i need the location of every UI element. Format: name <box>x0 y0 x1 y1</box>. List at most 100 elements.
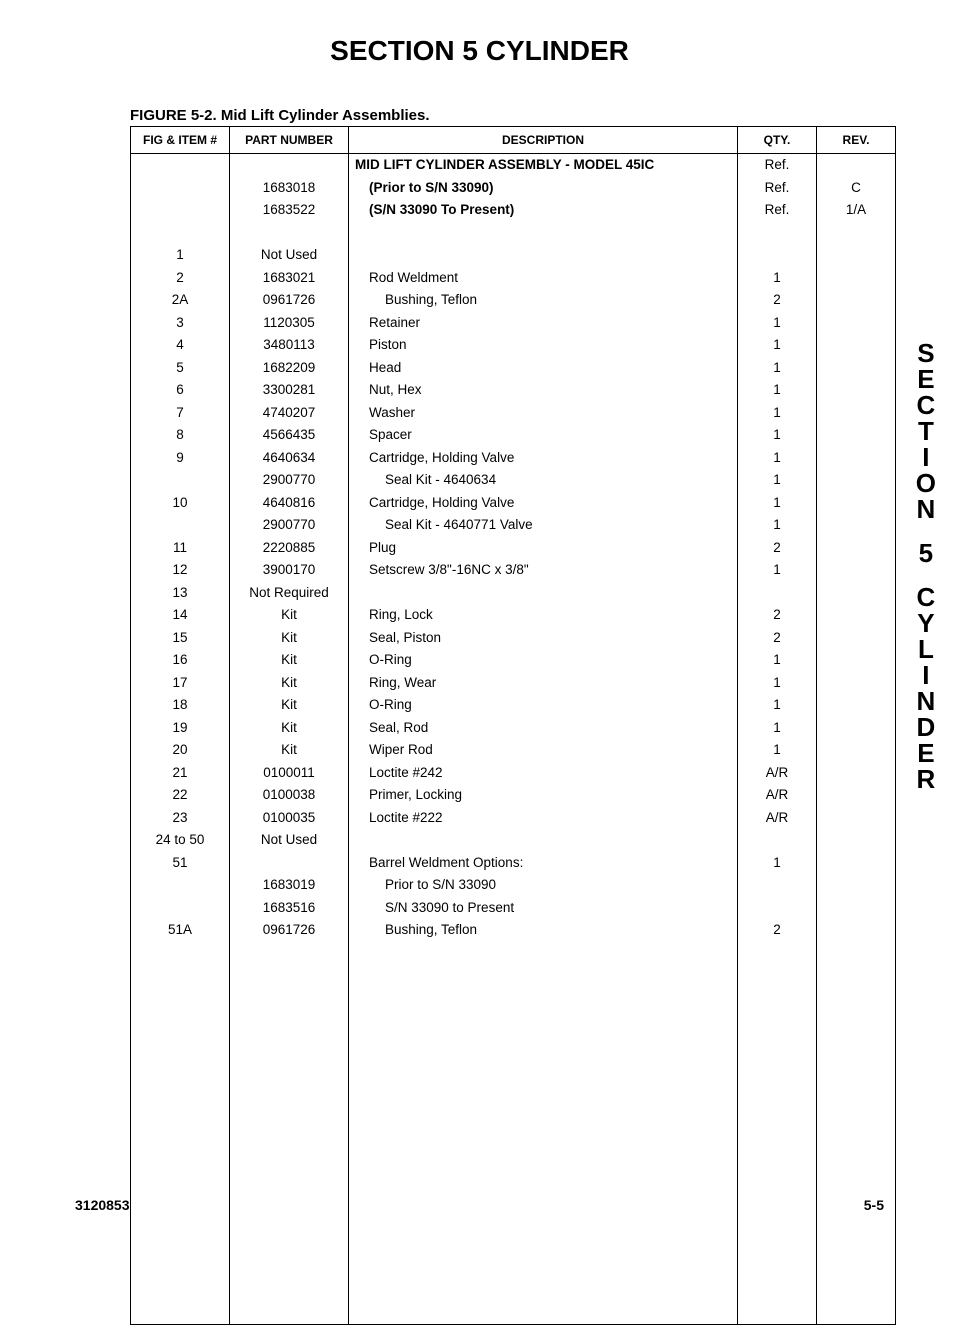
side-tab-letter: R <box>916 766 936 792</box>
cell-qty: 2 <box>738 919 817 942</box>
cell-rev <box>817 582 896 605</box>
cell-qty: 1 <box>738 739 817 762</box>
cell-part <box>230 1077 349 1100</box>
cell-qty <box>738 222 817 245</box>
cell-rev <box>817 244 896 267</box>
cell-qty: 1 <box>738 649 817 672</box>
cell-part: 0961726 <box>230 919 349 942</box>
cell-desc: Loctite #222 <box>349 807 738 830</box>
cell-fig <box>131 1077 230 1100</box>
table-row: 2A0961726Bushing, Teflon2 <box>131 289 896 312</box>
cell-rev <box>817 402 896 425</box>
table-row <box>131 942 896 965</box>
table-row <box>131 1212 896 1235</box>
cell-part <box>230 1099 349 1122</box>
table-row: 20KitWiper Rod1 <box>131 739 896 762</box>
cell-desc <box>349 987 738 1010</box>
col-header-rev: REV. <box>817 127 896 154</box>
side-tab-letter: N <box>916 688 936 714</box>
table-row: 210100011Loctite #242A/R <box>131 762 896 785</box>
cell-fig <box>131 1122 230 1145</box>
cell-desc: Ring, Lock <box>349 604 738 627</box>
cell-fig: 12 <box>131 559 230 582</box>
cell-rev <box>817 424 896 447</box>
cell-desc <box>349 964 738 987</box>
cell-part: Kit <box>230 694 349 717</box>
cell-desc <box>349 1302 738 1325</box>
cell-rev <box>817 222 896 245</box>
cell-desc <box>349 1234 738 1257</box>
cell-desc: Piston <box>349 334 738 357</box>
cell-desc: Seal Kit - 4640634 <box>349 469 738 492</box>
cell-rev <box>817 1122 896 1145</box>
table-row: 94640634Cartridge, Holding Valve1 <box>131 447 896 470</box>
cell-rev <box>817 154 896 177</box>
cell-part: 4640816 <box>230 492 349 515</box>
cell-qty: 1 <box>738 514 817 537</box>
cell-qty: 1 <box>738 357 817 380</box>
cell-rev <box>817 672 896 695</box>
cell-qty: 1 <box>738 672 817 695</box>
cell-qty: Ref. <box>738 177 817 200</box>
cell-qty: 2 <box>738 537 817 560</box>
table-row: 13Not Required <box>131 582 896 605</box>
cell-fig: 4 <box>131 334 230 357</box>
cell-desc <box>349 1054 738 1077</box>
cell-fig: 1 <box>131 244 230 267</box>
cell-desc: Nut, Hex <box>349 379 738 402</box>
page: SECTION 5 CYLINDER FIGURE 5-2. Mid Lift … <box>0 0 954 1235</box>
cell-desc <box>349 1279 738 1302</box>
cell-desc: MID LIFT CYLINDER ASSEMBLY - MODEL 45IC <box>349 154 738 177</box>
cell-part <box>230 1212 349 1235</box>
cell-rev: C <box>817 177 896 200</box>
side-tab-letter: N <box>916 496 936 522</box>
cell-rev <box>817 1077 896 1100</box>
cell-part <box>230 1257 349 1280</box>
cell-rev <box>817 694 896 717</box>
cell-rev <box>817 627 896 650</box>
cell-desc: Spacer <box>349 424 738 447</box>
cell-rev <box>817 874 896 897</box>
table-row: 1683516S/N 33090 to Present <box>131 897 896 920</box>
col-header-qty: QTY. <box>738 127 817 154</box>
figure-caption: FIGURE 5-2. Mid Lift Cylinder Assemblies… <box>130 107 884 124</box>
cell-desc: Bushing, Teflon <box>349 289 738 312</box>
cell-desc <box>349 1167 738 1190</box>
cell-qty <box>738 1099 817 1122</box>
table-row: 1683018(Prior to S/N 33090)Ref.C <box>131 177 896 200</box>
cell-qty: Ref. <box>738 199 817 222</box>
cell-part: 2900770 <box>230 469 349 492</box>
cell-fig <box>131 942 230 965</box>
cell-part: 0100011 <box>230 762 349 785</box>
cell-part: 0100035 <box>230 807 349 830</box>
cell-qty <box>738 582 817 605</box>
footer-left: 3120853 <box>75 1197 130 1213</box>
cell-fig <box>131 1054 230 1077</box>
side-tab-letter: L <box>916 636 936 662</box>
cell-fig: 5 <box>131 357 230 380</box>
cell-rev <box>817 1302 896 1325</box>
cell-rev <box>817 987 896 1010</box>
cell-qty <box>738 1279 817 1302</box>
cell-desc: Loctite #242 <box>349 762 738 785</box>
table-row: 1Not Used <box>131 244 896 267</box>
table-row <box>131 1122 896 1145</box>
cell-fig: 51A <box>131 919 230 942</box>
side-tab-letter: I <box>916 444 936 470</box>
cell-desc <box>349 244 738 267</box>
cell-desc: Wiper Rod <box>349 739 738 762</box>
cell-part: 4740207 <box>230 402 349 425</box>
cell-desc <box>349 1257 738 1280</box>
cell-part: 2900770 <box>230 514 349 537</box>
cell-part: 0961726 <box>230 289 349 312</box>
cell-desc: Seal Kit - 4640771 Valve <box>349 514 738 537</box>
cell-part: Not Used <box>230 244 349 267</box>
cell-rev <box>817 942 896 965</box>
cell-rev <box>817 289 896 312</box>
cell-part <box>230 1144 349 1167</box>
table-row: 220100038Primer, LockingA/R <box>131 784 896 807</box>
cell-part <box>230 987 349 1010</box>
cell-qty: 1 <box>738 717 817 740</box>
cell-qty: 1 <box>738 267 817 290</box>
table-row <box>131 987 896 1010</box>
